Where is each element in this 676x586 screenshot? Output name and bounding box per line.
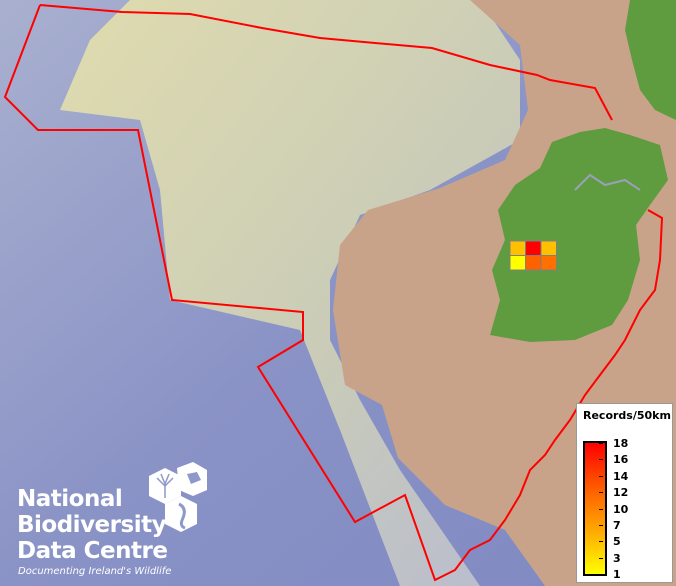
legend-tick-mark [599, 443, 603, 444]
grid-cell[interactable] [509, 240, 526, 256]
boundary-line-west [3, 4, 664, 582]
legend-tick-label: 7 [613, 518, 621, 532]
legend-color-bar [583, 441, 607, 576]
legend-tick-label: 5 [613, 535, 621, 549]
legend-tick-mark [599, 459, 603, 461]
legend-tick-label: 1 [613, 568, 621, 581]
grid-cell[interactable] [525, 255, 542, 271]
grid-cell[interactable] [525, 240, 542, 256]
ni-border [574, 173, 641, 191]
grid-cell[interactable] [540, 240, 557, 256]
grid-cell[interactable] [509, 255, 526, 271]
legend-tick-mark [599, 508, 603, 510]
legend-tick-mark [599, 557, 603, 559]
logo-tagline: Documenting Ireland's Wildlife [18, 566, 172, 577]
scotland-landmass [625, 0, 676, 120]
legend-tick-label: 10 [613, 502, 629, 516]
legend-tick-label: 12 [613, 486, 629, 500]
legend-tick-mark [599, 541, 603, 543]
logo-line-3: Data Centre [17, 538, 168, 564]
legend-tick-label: 3 [613, 551, 621, 565]
legend-tick-label: 16 [613, 453, 629, 467]
record-grid [509, 240, 557, 271]
boundary-line [39, 4, 613, 121]
legend-title: Records/50km [583, 409, 671, 422]
legend: Records/50km 18 16 14 12 10 7 5 3 1 [576, 403, 673, 583]
ireland-landmass [490, 128, 668, 342]
logo-line-1: National [17, 486, 123, 512]
grid-cell[interactable] [540, 255, 557, 271]
legend-tick-mark [599, 524, 603, 526]
legend-tick-mark [599, 492, 603, 494]
logo-hexagons-icon [149, 462, 207, 532]
legend-tick-label: 18 [613, 437, 629, 450]
logo-line-2: Biodiversity [17, 512, 167, 538]
legend-tick-mark [599, 475, 603, 477]
nbdc-logo: National Biodiversity Data Centre Docume… [15, 462, 225, 582]
legend-tick-label: 14 [613, 469, 629, 483]
legend-tick-mark [599, 574, 603, 575]
continental-shelf [60, 0, 520, 586]
